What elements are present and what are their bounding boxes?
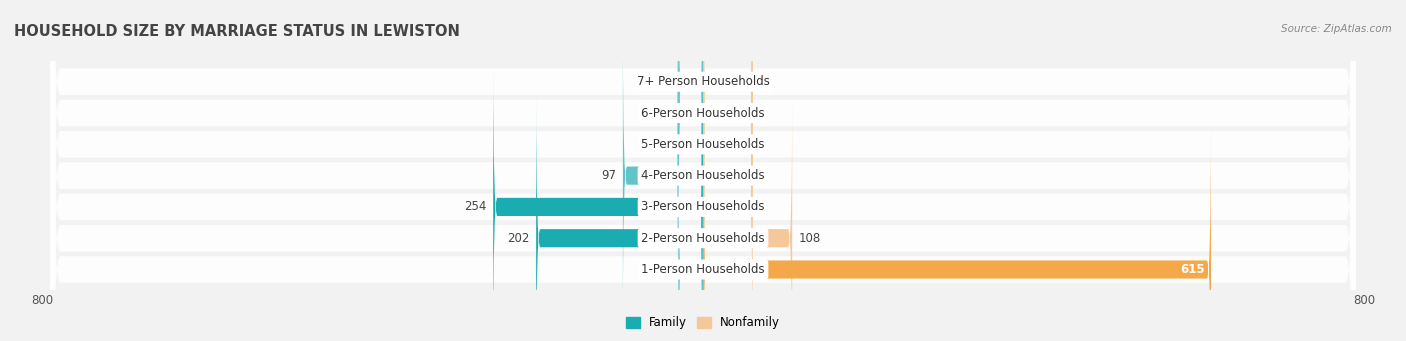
FancyBboxPatch shape (51, 0, 1355, 341)
FancyBboxPatch shape (678, 122, 703, 341)
FancyBboxPatch shape (51, 0, 1355, 341)
Text: 0: 0 (759, 138, 766, 151)
FancyBboxPatch shape (678, 0, 703, 229)
FancyBboxPatch shape (703, 91, 792, 341)
Text: 2-Person Households: 2-Person Households (641, 232, 765, 245)
Text: Source: ZipAtlas.com: Source: ZipAtlas.com (1281, 24, 1392, 34)
FancyBboxPatch shape (623, 28, 703, 323)
Text: 0: 0 (664, 263, 672, 276)
Text: 7+ Person Households: 7+ Person Households (637, 75, 769, 88)
Text: 4-Person Households: 4-Person Households (641, 169, 765, 182)
FancyBboxPatch shape (51, 0, 1355, 341)
FancyBboxPatch shape (703, 0, 752, 229)
FancyBboxPatch shape (51, 0, 1355, 341)
FancyBboxPatch shape (703, 122, 1211, 341)
Text: 5-Person Households: 5-Person Households (641, 138, 765, 151)
FancyBboxPatch shape (678, 0, 703, 261)
Text: 254: 254 (464, 201, 486, 213)
FancyBboxPatch shape (703, 0, 752, 292)
Text: 615: 615 (1180, 263, 1205, 276)
Text: 0: 0 (759, 75, 766, 88)
Text: 0: 0 (759, 201, 766, 213)
Text: 97: 97 (602, 169, 616, 182)
Text: 0: 0 (664, 106, 672, 119)
FancyBboxPatch shape (536, 91, 703, 341)
Text: HOUSEHOLD SIZE BY MARRIAGE STATUS IN LEWISTON: HOUSEHOLD SIZE BY MARRIAGE STATUS IN LEW… (14, 24, 460, 39)
Text: 1-Person Households: 1-Person Households (641, 263, 765, 276)
FancyBboxPatch shape (678, 0, 703, 292)
Text: 108: 108 (799, 232, 821, 245)
FancyBboxPatch shape (494, 59, 703, 341)
FancyBboxPatch shape (51, 0, 1355, 341)
Text: 0: 0 (759, 106, 766, 119)
Text: 0: 0 (664, 75, 672, 88)
Legend: Family, Nonfamily: Family, Nonfamily (621, 312, 785, 334)
Text: 202: 202 (508, 232, 530, 245)
Text: 0: 0 (759, 169, 766, 182)
FancyBboxPatch shape (703, 0, 752, 261)
Text: 31: 31 (657, 138, 671, 151)
FancyBboxPatch shape (703, 59, 752, 341)
FancyBboxPatch shape (51, 0, 1355, 341)
Text: 6-Person Households: 6-Person Households (641, 106, 765, 119)
FancyBboxPatch shape (51, 0, 1355, 341)
FancyBboxPatch shape (703, 28, 752, 323)
Text: 3-Person Households: 3-Person Households (641, 201, 765, 213)
